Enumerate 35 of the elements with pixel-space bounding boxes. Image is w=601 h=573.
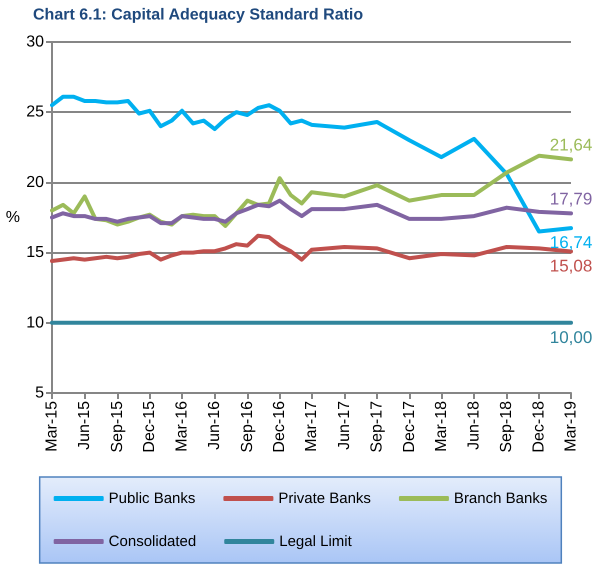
x-tick-label: Mar-19 — [562, 400, 580, 452]
legend-label: Branch Banks — [454, 490, 548, 507]
legend-label: Legal Limit — [279, 533, 353, 550]
x-tick-label: Jun-16 — [206, 400, 224, 450]
x-tick-label: Mar-18 — [432, 400, 450, 452]
y-tick-label: 15 — [26, 244, 44, 262]
x-tick-label: Jun-18 — [466, 400, 483, 450]
x-tick-label: Sep-18 — [498, 400, 516, 453]
x-tick-label: Dec-16 — [271, 400, 288, 453]
y-tick-label: 10 — [26, 314, 44, 332]
y-tick-label: 25 — [26, 104, 44, 121]
y-tick-label: 20 — [26, 174, 44, 191]
x-tick-label: Sep-17 — [368, 400, 386, 453]
chart-title: Chart 6.1: Capital Adequacy Standard Ratio — [33, 6, 364, 24]
x-tick-label: Mar-16 — [174, 400, 191, 452]
legend-label: Private Banks — [278, 490, 371, 507]
y-tick-label: 5 — [35, 384, 44, 402]
data-label: 17,79 — [550, 189, 592, 208]
x-tick-label: Mar-17 — [303, 400, 320, 452]
x-tick-label: Jun-15 — [76, 400, 94, 450]
data-label: 15,08 — [550, 256, 592, 276]
legend-label: Public Banks — [108, 490, 196, 507]
x-tick-label: Sep-16 — [238, 400, 256, 453]
y-tick-label: 30 — [26, 34, 44, 50]
x-tick-label: Mar-15 — [44, 400, 60, 452]
data-label: 10,00 — [550, 328, 592, 347]
y-axis-title: % — [6, 209, 20, 226]
x-tick-label: Dec-18 — [530, 400, 548, 453]
x-tick-label: Sep-15 — [108, 400, 126, 453]
x-tick-label: Jun-17 — [336, 400, 353, 450]
legend-label: Consolidated — [108, 533, 196, 550]
data-label: 16,74 — [550, 233, 592, 252]
x-tick-label: Dec-17 — [400, 400, 418, 453]
data-label: 21,64 — [550, 135, 592, 154]
x-tick-label: Dec-15 — [141, 400, 158, 453]
